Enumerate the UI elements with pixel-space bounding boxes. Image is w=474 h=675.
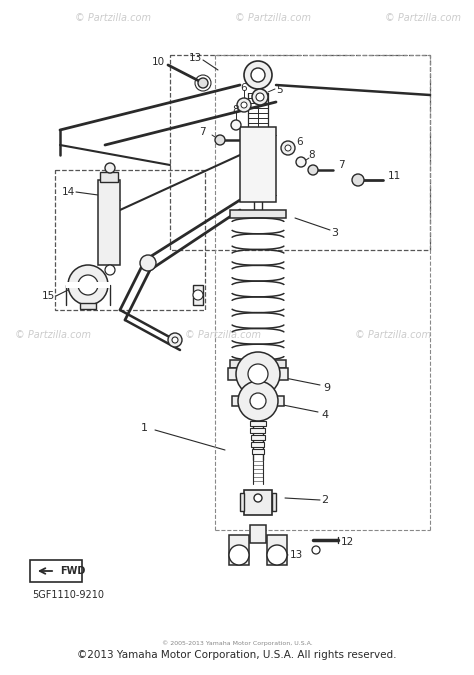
Text: © Partzilla.com: © Partzilla.com	[355, 330, 431, 340]
Circle shape	[256, 93, 264, 101]
Circle shape	[352, 174, 364, 186]
Circle shape	[168, 333, 182, 347]
Circle shape	[229, 545, 249, 565]
Circle shape	[296, 157, 306, 167]
Text: FWD: FWD	[60, 566, 85, 576]
Text: 8: 8	[233, 105, 239, 115]
Bar	[230, 360, 286, 368]
Text: 3: 3	[331, 228, 338, 238]
Bar	[170, 55, 430, 250]
Bar	[100, 172, 118, 182]
Circle shape	[241, 102, 247, 108]
Bar	[244, 490, 272, 515]
Circle shape	[267, 545, 287, 565]
Circle shape	[237, 98, 251, 112]
Circle shape	[254, 494, 262, 502]
Text: © Partzilla.com: © Partzilla.com	[385, 13, 461, 23]
Text: © 2005-2013 Yamaha Motor Corporation, U.S.A.: © 2005-2013 Yamaha Motor Corporation, U.…	[162, 640, 312, 646]
Bar	[240, 493, 244, 511]
Circle shape	[231, 120, 241, 130]
Circle shape	[281, 141, 295, 155]
Circle shape	[193, 290, 203, 300]
Text: 5: 5	[276, 85, 283, 95]
Text: © Partzilla.com: © Partzilla.com	[15, 330, 91, 340]
Circle shape	[250, 393, 266, 409]
Text: 10: 10	[152, 57, 165, 67]
Bar	[229, 535, 249, 565]
Bar	[98, 180, 120, 265]
Bar	[252, 449, 264, 454]
Bar	[250, 428, 265, 433]
Text: 1: 1	[141, 423, 148, 433]
Text: © Partzilla.com: © Partzilla.com	[235, 13, 311, 23]
Bar	[240, 127, 276, 202]
Text: 6: 6	[241, 83, 247, 93]
Text: 6: 6	[296, 137, 302, 147]
Circle shape	[238, 381, 278, 421]
Circle shape	[252, 89, 268, 105]
Circle shape	[140, 255, 156, 271]
Text: © Partzilla.com: © Partzilla.com	[185, 330, 261, 340]
Circle shape	[236, 352, 280, 396]
Bar	[66, 282, 110, 288]
Bar	[272, 493, 276, 511]
Circle shape	[248, 364, 268, 384]
Circle shape	[68, 265, 108, 305]
Text: 11: 11	[388, 171, 401, 181]
Circle shape	[78, 275, 98, 295]
Text: 14: 14	[62, 187, 75, 197]
Bar	[250, 421, 266, 426]
Circle shape	[251, 68, 265, 82]
Circle shape	[105, 265, 115, 275]
Bar	[232, 396, 284, 406]
Bar	[251, 435, 265, 440]
Text: 13: 13	[290, 550, 303, 560]
Bar	[193, 285, 203, 305]
Bar	[250, 525, 266, 543]
Text: 13: 13	[189, 53, 202, 63]
Text: 2: 2	[321, 495, 328, 505]
Bar	[252, 442, 264, 447]
Bar	[230, 210, 286, 218]
Circle shape	[105, 163, 115, 173]
Text: 5GF1110-9210: 5GF1110-9210	[32, 590, 104, 600]
Text: ©2013 Yamaha Motor Corporation, U.S.A. All rights reserved.: ©2013 Yamaha Motor Corporation, U.S.A. A…	[77, 650, 397, 660]
Circle shape	[285, 145, 291, 151]
Circle shape	[244, 61, 272, 89]
Text: © Partzilla.com: © Partzilla.com	[75, 13, 151, 23]
Bar	[228, 368, 288, 380]
Text: 4: 4	[321, 410, 328, 420]
Bar	[55, 170, 205, 310]
Text: 7: 7	[200, 127, 206, 137]
Text: 15: 15	[42, 291, 55, 301]
Text: 7: 7	[338, 160, 345, 170]
Circle shape	[215, 135, 225, 145]
Text: 9: 9	[323, 383, 330, 393]
Bar	[80, 303, 96, 309]
Circle shape	[308, 165, 318, 175]
Circle shape	[198, 78, 208, 88]
Bar	[30, 560, 82, 582]
Text: 12: 12	[341, 537, 354, 547]
Circle shape	[172, 337, 178, 343]
Text: 8: 8	[308, 150, 315, 160]
Bar	[267, 535, 287, 565]
Circle shape	[312, 546, 320, 554]
